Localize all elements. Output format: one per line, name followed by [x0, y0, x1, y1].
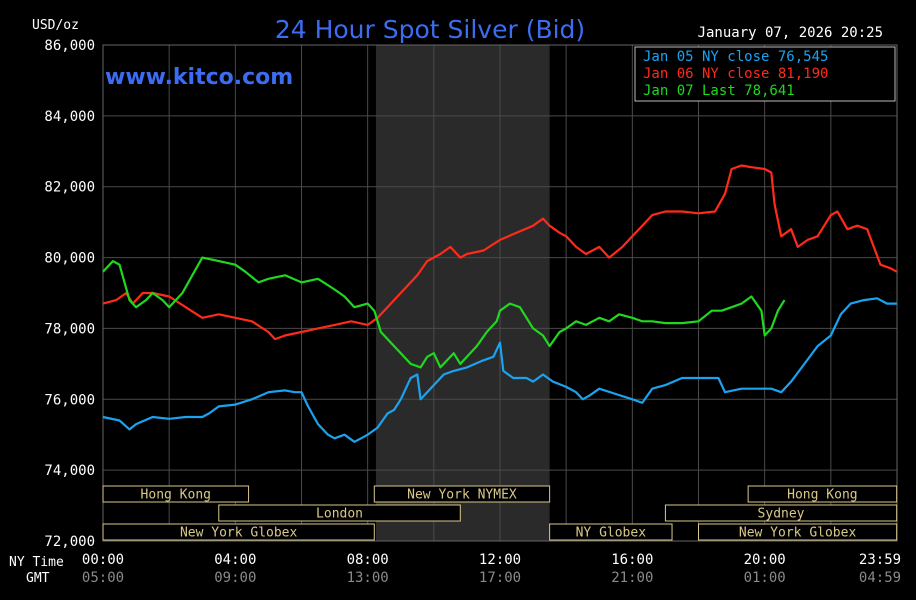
y-axis: 86,000 84,000 82,000 80,000 78,000 76,000 74,0…: [44, 38, 95, 550]
ny-time-label: NY Time: [9, 555, 64, 570]
session-bar: [747, 485, 898, 503]
x-tick-ny: 08:00: [347, 552, 389, 568]
x-tick-ny: 20:00: [744, 552, 786, 568]
x-axis: NY Time GMT 00:00 04:00 08:00 12:00 16:00 20:…: [9, 552, 901, 586]
y-axis-unit: USD/oz: [32, 18, 79, 33]
legend-jan07: Jan 07 Last 78,641: [643, 83, 795, 99]
legend-box: [634, 46, 896, 102]
session-bar: [549, 523, 673, 541]
x-tick-gmt: 13:00: [347, 570, 389, 586]
session-label: London: [316, 507, 363, 522]
session-label: NY Globex: [576, 526, 647, 541]
x-tick-gmt: 05:00: [82, 570, 124, 586]
session-label: New York Globex: [739, 526, 857, 541]
session-label: New York Globex: [180, 526, 298, 541]
legend: Jan 05 NY close 76,545 Jan 06 NY close 8…: [634, 46, 896, 102]
x-tick-ny: 23:59: [859, 552, 901, 568]
session-bar: [664, 504, 898, 522]
shaded-band: [375, 45, 550, 541]
x-tick-gmt: 17:00: [479, 570, 521, 586]
grid-lines: [102, 44, 898, 542]
y-tick-label: 72,000: [44, 534, 95, 550]
series-jan05-line: [102, 297, 897, 443]
x-tick-ny: 16:00: [611, 552, 653, 568]
session-bar: [698, 523, 898, 541]
y-tick-label: 80,000: [44, 251, 95, 267]
price-series: [102, 164, 898, 443]
x-tick-gmt: 21:00: [611, 570, 653, 586]
chart-datetime: January 07, 2026 20:25: [698, 25, 883, 41]
series-jan07-line: [102, 256, 786, 369]
gmt-label: GMT: [26, 571, 50, 586]
session-bar: [218, 504, 461, 522]
x-tick-ny: 00:00: [82, 552, 124, 568]
legend-jan05: Jan 05 NY close 76,545: [643, 49, 828, 65]
legend-jan06: Jan 06 NY close 81,190: [643, 66, 828, 82]
y-tick-label: 78,000: [44, 321, 95, 337]
x-tick-ny: 12:00: [479, 552, 521, 568]
series-jan06-line: [102, 164, 898, 341]
market-sessions: Hong Kong London New York Globex New York N…: [102, 485, 898, 541]
y-tick-label: 84,000: [44, 109, 95, 125]
x-tick-gmt: 09:00: [214, 570, 256, 586]
session-bar: [373, 485, 551, 503]
session-label: Hong Kong: [787, 488, 857, 503]
nymex-shaded-region: [375, 45, 550, 541]
y-tick-label: 82,000: [44, 180, 95, 196]
y-tick-label: 74,000: [44, 463, 95, 479]
session-bar: [102, 485, 250, 503]
plot-frame: [102, 44, 898, 542]
y-tick-label: 76,000: [44, 392, 95, 408]
x-tick-ny: 04:00: [214, 552, 256, 568]
chart-title: 24 Hour Spot Silver (Bid): [275, 15, 585, 44]
session-label: New York NYMEX: [407, 488, 517, 503]
session-label: Sydney: [758, 507, 805, 522]
x-tick-gmt: 01:00: [744, 570, 786, 586]
x-tick-gmt: 04:59: [859, 570, 901, 586]
kitco-watermark: www.kitco.com: [105, 65, 293, 90]
session-bar: [102, 523, 375, 541]
y-tick-label: 86,000: [44, 38, 95, 54]
session-label: Hong Kong: [141, 488, 211, 503]
